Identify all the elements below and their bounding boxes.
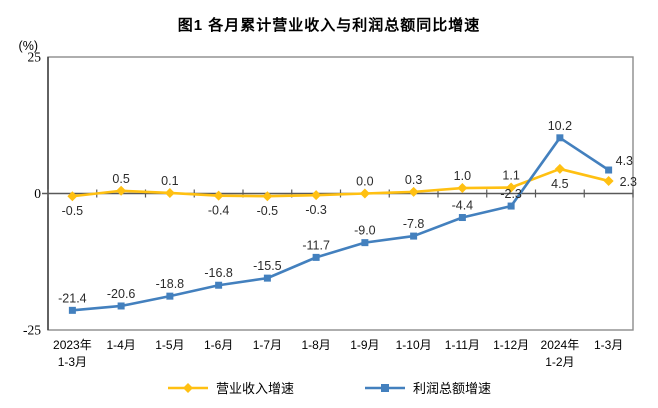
data-point-marker [166,292,174,300]
data-point-marker [311,190,322,201]
data-point-label: -15.5 [253,259,282,273]
legend-label-revenue: 营业收入增速 [215,381,294,396]
data-point-marker [263,274,271,282]
legend-item-revenue: 营业收入增速 [167,378,294,397]
data-point-label: -11.7 [302,238,330,252]
x-axis-label: 1-10月 [396,338,432,352]
data-point-marker [116,185,127,196]
data-point-label: -0.3 [305,203,327,217]
revenue-series-legend-marker-icon [167,382,208,393]
data-point-marker [361,239,369,247]
y-axis-unit-label: (%) [19,39,38,53]
data-point-label: 0.1 [161,174,178,188]
y-axis-tick-label: -25 [23,323,41,338]
x-axis-label: 1-3月 [594,338,623,352]
x-axis-label: 1-5月 [155,338,184,352]
data-point-label: 10.2 [548,119,572,133]
legend-item-profit: 利润总额增速 [364,378,491,397]
data-point-marker [359,188,370,199]
data-point-marker [410,232,418,240]
data-point-label: -7.8 [403,217,425,231]
data-point-label: 1.1 [502,168,519,182]
data-point-marker [458,214,466,222]
data-point-marker [605,166,613,174]
data-point-marker [67,191,78,202]
data-point-label: -20.6 [107,287,136,301]
x-axis-label: 1-8月 [301,338,330,352]
chart-title: 图1 各月累计营业收入与利润总额同比增速 [177,17,481,34]
x-axis-label: 2024年 1-2月 [541,338,580,369]
data-point-label: -16.8 [204,266,233,280]
profit-series-legend-marker-icon [365,383,405,392]
series-line-1 [72,136,610,312]
data-point-label: 0.0 [356,175,373,189]
x-axis-label: 1-11月 [445,338,480,352]
x-axis-label: 1-12月 [493,338,529,352]
chart-legend: 营业收入增速 利润总额增速 [0,378,658,397]
line-chart-plot: 25 0 -25 (%) 2023年 1-3月 1-4月 1-5月 1-6月 1-7月 1-8月 1-… [19,39,638,369]
data-point-marker [556,134,564,142]
data-point-marker [457,183,468,194]
data-point-label: 2.3 [620,175,637,189]
data-point-label: -9.0 [354,224,376,238]
legend-label-profit: 利润总额增速 [413,381,492,396]
data-point-label: -18.8 [156,277,185,291]
x-axis-label: 2023年 1-3月 [53,338,92,369]
x-axis-label: 1-4月 [106,338,135,352]
y-axis-tick-label: 25 [28,50,42,65]
data-point-marker [213,190,224,201]
y-axis-tick-label: 0 [34,186,41,201]
data-point-marker [312,253,320,261]
data-point-label: 4.5 [551,177,568,191]
data-point-marker [215,281,223,289]
data-point-marker [164,187,175,198]
series-line-0 [72,167,609,198]
data-point-label: -2.3 [500,187,522,201]
data-point-label: -0.5 [257,204,279,218]
data-point-label: -4.4 [452,199,474,213]
data-point-marker [68,306,76,314]
x-axis-label: 1-9月 [350,338,379,352]
data-point-marker [603,175,614,186]
data-point-marker [507,202,515,210]
data-point-marker [408,186,419,197]
data-point-label: 1.0 [454,169,471,183]
data-point-label: -0.5 [62,204,84,218]
data-point-marker [554,163,565,174]
data-point-marker [117,302,125,310]
data-point-label: 0.5 [112,172,129,186]
x-axis-label: 1-7月 [253,338,282,352]
x-axis-label: 1-6月 [204,338,233,352]
data-point-label: 0.3 [405,173,422,187]
data-point-label: -0.4 [208,204,230,218]
data-point-label: -21.4 [58,291,87,305]
data-point-marker [262,191,273,202]
data-point-marker [506,182,517,193]
data-point-label: 4.3 [616,154,633,168]
